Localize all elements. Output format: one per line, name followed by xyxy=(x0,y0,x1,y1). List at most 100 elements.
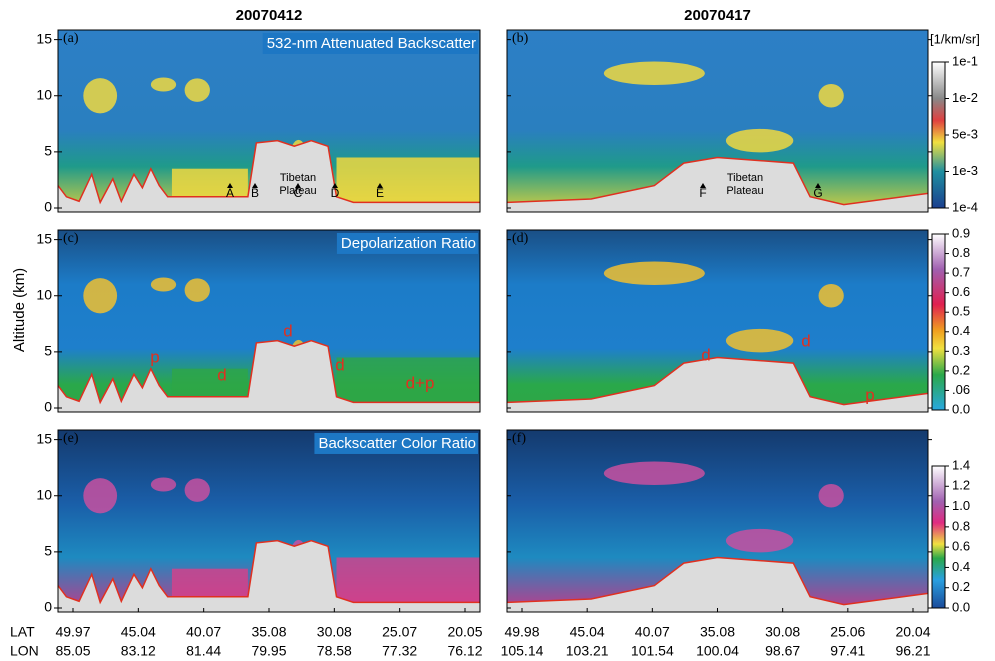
colorbar-label: 0.8 xyxy=(952,518,970,533)
annotation: Tibetan xyxy=(280,172,316,184)
y-tick-label: 15 xyxy=(36,230,52,246)
annotation: E xyxy=(376,186,384,200)
colorbar-label: 0.0 xyxy=(952,401,970,416)
y-tick-label: 10 xyxy=(36,486,52,502)
lat-tick-label: 35.08 xyxy=(700,624,735,640)
cloud xyxy=(819,484,844,507)
colorbar-label: 1e-3 xyxy=(952,163,978,178)
date-label: 20070412 xyxy=(236,7,303,24)
cloud xyxy=(151,77,176,91)
lon-tick-label: 76.12 xyxy=(447,643,482,659)
cloud xyxy=(726,529,793,552)
lon-tick-label: 101.54 xyxy=(631,643,674,659)
lon-tick-label: 79.95 xyxy=(251,643,286,659)
cloud xyxy=(185,478,210,501)
colorbar-label: 0.6 xyxy=(952,539,970,554)
cloud xyxy=(604,262,705,285)
annotation: G xyxy=(813,186,822,200)
lat-tick-label: 20.05 xyxy=(447,624,482,640)
annotation: d xyxy=(217,365,226,384)
lon-tick-label: 96.21 xyxy=(895,643,930,659)
annotation: d xyxy=(801,331,810,350)
lon-tick-label: 97.41 xyxy=(830,643,865,659)
cloud xyxy=(83,278,117,313)
aerosol-layer xyxy=(337,557,480,608)
lon-tick-label: 83.12 xyxy=(121,643,156,659)
cloud xyxy=(604,462,705,485)
annotation: C xyxy=(294,186,303,200)
y-tick-label: 15 xyxy=(36,430,52,446)
y-tick-label: 5 xyxy=(44,543,52,559)
colorbar xyxy=(932,466,945,608)
annotation: d+p xyxy=(406,373,435,392)
lat-tick-label: 45.04 xyxy=(570,624,605,640)
y-tick-label: 5 xyxy=(44,343,52,359)
colorbar xyxy=(932,62,945,208)
panel-title: 532-nm Attenuated Backscatter xyxy=(267,35,476,52)
lat-tick-label: 25.07 xyxy=(382,624,417,640)
colorbar-label: 0.7 xyxy=(952,265,970,280)
panel-title: Backscatter Color Ratio xyxy=(318,435,476,452)
annotation: d xyxy=(335,355,344,374)
annotation: d xyxy=(701,345,710,364)
colorbar-label: 0.3 xyxy=(952,343,970,358)
cloud xyxy=(83,478,117,513)
annotation: d xyxy=(283,321,292,340)
lat-tick-label: 49.98 xyxy=(504,624,539,640)
lat-tick-label: 30.08 xyxy=(765,624,800,640)
colorbar-label: 0.9 xyxy=(952,225,970,240)
colorbar-label: 1.2 xyxy=(952,478,970,493)
lat-tick-label: 40.07 xyxy=(186,624,221,640)
lat-tick-label: 20.04 xyxy=(895,624,930,640)
lon-tick-label: 78.58 xyxy=(317,643,352,659)
colorbar-label: 0.2 xyxy=(952,362,970,377)
colorbar-label: 1.0 xyxy=(952,498,970,513)
colorbar-label: .06 xyxy=(952,382,970,397)
lon-tick-label: 85.05 xyxy=(55,643,90,659)
annotation: D xyxy=(331,186,340,200)
cloud xyxy=(83,78,117,113)
lon-tick-label: 98.67 xyxy=(765,643,800,659)
panel-label: (c) xyxy=(63,231,79,246)
date-label: 20070417 xyxy=(684,7,751,24)
colorbar-label: 0.8 xyxy=(952,245,970,260)
y-axis-label: Altitude (km) xyxy=(11,268,28,352)
aerosol-layer xyxy=(337,157,480,208)
lat-tick-label: 30.08 xyxy=(317,624,352,640)
colorbar-label: 0.5 xyxy=(952,304,970,319)
colorbar xyxy=(932,234,945,410)
annotation: A xyxy=(226,186,234,200)
annotation: p xyxy=(865,385,874,404)
lat-tick-label: 35.08 xyxy=(251,624,286,640)
lat-tick-label: 49.97 xyxy=(55,624,90,640)
panel-label: (a) xyxy=(63,31,79,46)
colorbar-label: 5e-3 xyxy=(952,126,978,141)
annotation: Plateau xyxy=(726,185,763,197)
cloud xyxy=(151,277,176,291)
lon-tick-label: 77.32 xyxy=(382,643,417,659)
y-tick-label: 0 xyxy=(44,199,52,215)
y-tick-label: 10 xyxy=(36,86,52,102)
colorbar-label: 1e-1 xyxy=(952,53,978,68)
cloud xyxy=(819,84,844,107)
lon-tick-label: 105.14 xyxy=(501,643,544,659)
cloud xyxy=(185,78,210,101)
lat-tick-label: 40.07 xyxy=(635,624,670,640)
colorbar-label: 0.0 xyxy=(952,599,970,614)
colorbar-label: 0.6 xyxy=(952,284,970,299)
colorbar-label: 0.4 xyxy=(952,559,970,574)
y-tick-label: 10 xyxy=(36,286,52,302)
colorbar-label: 0.2 xyxy=(952,579,970,594)
y-tick-label: 5 xyxy=(44,143,52,159)
annotation: B xyxy=(251,186,259,200)
lat-tick-label: 45.04 xyxy=(121,624,156,640)
cloud xyxy=(185,278,210,301)
figure: Altitude (km) (a) 532-nm Attenuated Backs… xyxy=(0,0,995,661)
annotation: Tibetan xyxy=(727,172,763,184)
y-tick-label: 0 xyxy=(44,599,52,615)
y-tick-label: 15 xyxy=(36,30,52,46)
colorbar-label: 1e-2 xyxy=(952,90,978,105)
panel-label: (d) xyxy=(512,231,529,246)
lat-label: LAT xyxy=(10,624,35,640)
lon-tick-label: 81.44 xyxy=(186,643,221,659)
